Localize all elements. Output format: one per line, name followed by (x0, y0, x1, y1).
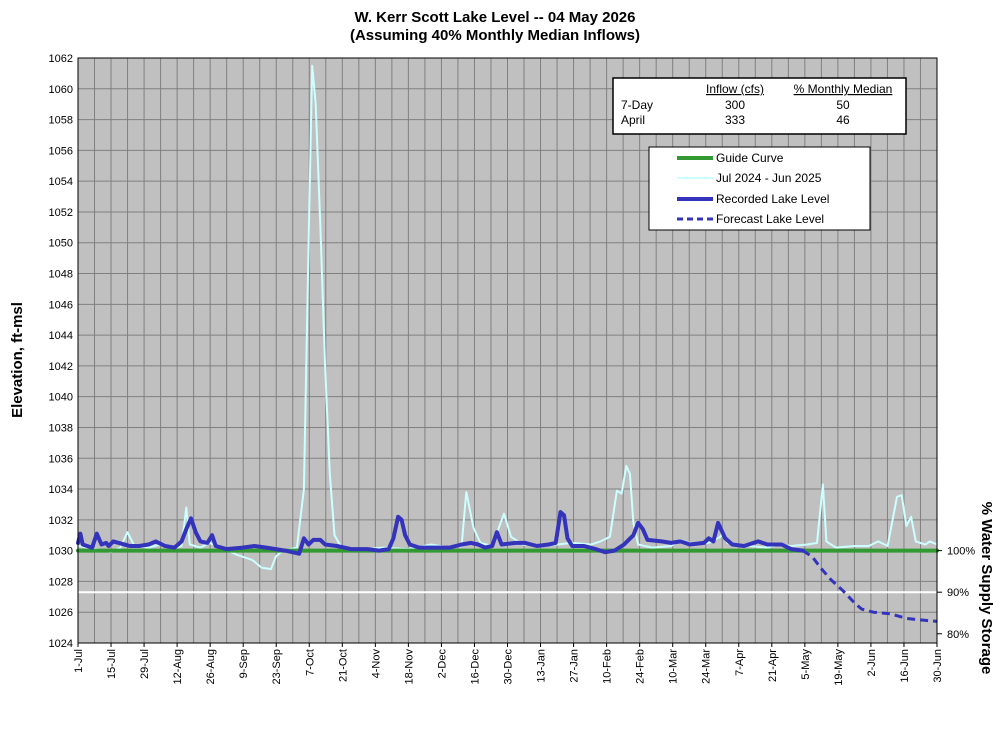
y-tick-label: 1054 (49, 176, 73, 188)
x-tick-label: 16-Jun (899, 649, 911, 683)
y-axis-label: Elevation, ft-msl (9, 302, 26, 418)
right-axis-label: % Water Supply Storage (978, 502, 995, 675)
x-tick-label: 24-Feb (635, 649, 647, 684)
y-tick-label: 1046 (49, 299, 73, 311)
y-tick-label: 1036 (49, 453, 73, 465)
y-tick-label: 1062 (49, 53, 73, 65)
x-tick-label: 2-Jun (866, 649, 878, 677)
x-tick-label: 13-Jan (536, 649, 548, 683)
x-tick-label: 16-Dec (469, 649, 481, 685)
x-tick-label: 21-Oct (337, 649, 349, 682)
y-tick-label: 1028 (49, 576, 73, 588)
x-tick-label: 7-Oct (304, 649, 316, 676)
inflow-table-header: % Monthly Median (794, 82, 893, 96)
y-tick-label: 1052 (49, 207, 73, 219)
inflow-table: Inflow (cfs) % Monthly Median 7-Day 300 … (612, 77, 907, 135)
y-tick-label: 1044 (49, 330, 73, 342)
y-tick-label: 1058 (49, 115, 73, 127)
x-tick-label: 21-Apr (767, 649, 779, 682)
chart-title: W. Kerr Scott Lake Level -- 04 May 2026 (355, 9, 636, 26)
x-tick-label: 27-Jan (569, 649, 581, 683)
x-tick-label: 30-Dec (503, 649, 515, 685)
legend: Guide Curve Jul 2024 - Jun 2025 Recorded… (648, 146, 871, 231)
y-tick-label: 1048 (49, 269, 73, 281)
y-tick-label: 1056 (49, 145, 73, 157)
x-tick-label: 29-Jul (139, 649, 151, 679)
x-tick-label: 15-Jul (106, 649, 118, 679)
right-tick-label: 90% (947, 587, 969, 599)
y-tick-label: 1034 (49, 484, 73, 496)
x-tick-label: 9-Sep (238, 649, 250, 678)
y-tick-label: 1026 (49, 607, 73, 619)
series-forecast-lake-level (802, 549, 938, 623)
y-tick-label: 1030 (49, 546, 73, 558)
right-tick-label: 80% (947, 629, 969, 641)
legend-label: Forecast Lake Level (716, 212, 824, 226)
x-tick-label: 4-Nov (370, 649, 382, 679)
x-tick-label: 2-Dec (436, 649, 448, 679)
x-tick-label: 1-Jul (73, 649, 85, 673)
legend-label: Jul 2024 - Jun 2025 (716, 171, 822, 185)
inflow-table-header: Inflow (cfs) (706, 82, 764, 96)
inflow-table-row-label: April (621, 113, 645, 127)
x-tick-label: 23-Sep (271, 649, 283, 684)
x-tick-label: 18-Nov (403, 649, 415, 685)
x-tick-label: 7-Apr (734, 649, 746, 676)
x-tick-label: 10-Feb (602, 649, 614, 684)
y-tick-label: 1038 (49, 422, 73, 434)
x-tick-label: 30-Jun (932, 649, 944, 683)
x-tick-label: 10-Mar (668, 649, 680, 684)
inflow-table-cell: 300 (725, 98, 745, 112)
series-recorded-lake-level (76, 510, 805, 556)
x-tick-label: 12-Aug (172, 649, 184, 684)
inflow-table-cell: 50 (836, 98, 850, 112)
legend-label: Guide Curve (716, 151, 784, 165)
chart-subtitle: (Assuming 40% Monthly Median Inflows) (350, 27, 640, 44)
inflow-table-cell: 46 (836, 113, 850, 127)
y-tick-label: 1042 (49, 361, 73, 373)
x-axis-ticks: 1-Jul 15-Jul 29-Jul 12-Aug 26-Aug 9-Sep 23-Sep… (73, 643, 944, 686)
x-tick-label: 5-May (800, 649, 812, 680)
y-tick-label: 1040 (49, 392, 73, 404)
legend-label: Recorded Lake Level (716, 192, 829, 206)
inflow-table-row-label: 7-Day (621, 98, 653, 112)
right-axis-ticks: 100% 90% 80% (937, 546, 975, 641)
x-tick-label: 26-Aug (205, 649, 217, 684)
y-tick-label: 1050 (49, 238, 73, 250)
y-axis-ticks: 1024 1026 1028 1030 1032 1034 1036 1038 1040 1042… (49, 53, 73, 650)
right-tick-label: 100% (947, 546, 975, 558)
x-tick-label: 24-Mar (701, 649, 713, 684)
inflow-table-cell: 333 (725, 113, 745, 127)
x-tick-label: 19-May (833, 649, 845, 686)
y-tick-label: 1060 (49, 84, 73, 96)
y-tick-label: 1032 (49, 515, 73, 527)
y-tick-label: 1024 (49, 638, 73, 650)
